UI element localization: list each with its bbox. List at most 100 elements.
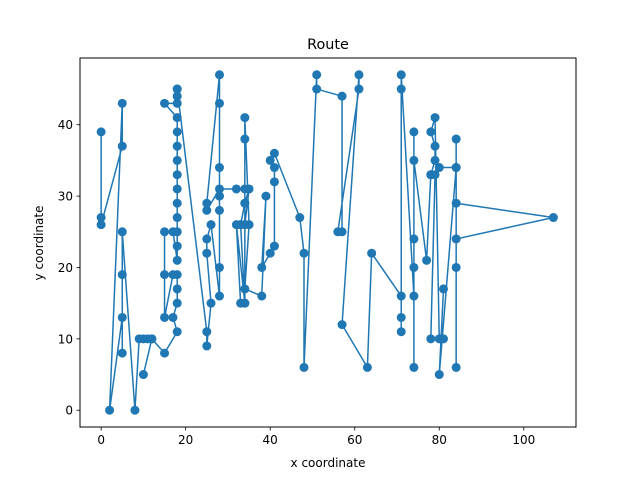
route-line bbox=[100, 74, 555, 411]
route-point bbox=[362, 362, 372, 372]
route-point bbox=[231, 184, 241, 194]
route-point bbox=[172, 113, 182, 123]
route-point bbox=[172, 91, 182, 101]
route-point bbox=[160, 227, 170, 237]
route-point bbox=[409, 127, 419, 137]
y-tick-label: 20 bbox=[58, 261, 73, 275]
route-point bbox=[240, 134, 250, 144]
route-point bbox=[172, 213, 182, 223]
route-point bbox=[409, 262, 419, 272]
route-point bbox=[244, 220, 254, 230]
route-point bbox=[430, 141, 440, 151]
route-point bbox=[206, 220, 216, 230]
route-point bbox=[434, 163, 444, 173]
axes: 0 20 40 60 80 100 0 10 20 30 40 bbox=[58, 118, 536, 447]
route-point bbox=[333, 227, 343, 237]
route-point bbox=[172, 227, 182, 237]
route-point bbox=[172, 155, 182, 165]
route-point bbox=[409, 291, 419, 301]
route-point bbox=[172, 170, 182, 180]
route-point bbox=[451, 234, 461, 244]
y-tick-label: 10 bbox=[58, 332, 73, 346]
route-point bbox=[231, 220, 241, 230]
route-point bbox=[422, 255, 432, 265]
route-point bbox=[138, 370, 148, 380]
route-point bbox=[214, 184, 224, 194]
route-point bbox=[168, 270, 178, 280]
route-point bbox=[160, 348, 170, 358]
x-tick-label: 20 bbox=[178, 433, 193, 447]
route-point bbox=[202, 198, 212, 208]
route-point bbox=[548, 213, 558, 223]
route-point bbox=[299, 248, 309, 258]
route-point bbox=[214, 70, 224, 80]
route-point bbox=[337, 320, 347, 330]
route-point bbox=[130, 405, 140, 415]
y-tick-label: 40 bbox=[58, 118, 73, 132]
route-point bbox=[117, 98, 127, 108]
route-point bbox=[117, 312, 127, 322]
route-point bbox=[451, 262, 461, 272]
route-point bbox=[295, 213, 305, 223]
route-point bbox=[438, 284, 448, 294]
x-tick-label: 80 bbox=[432, 433, 447, 447]
route-point bbox=[214, 163, 224, 173]
route-point bbox=[312, 84, 322, 94]
x-tick-label: 100 bbox=[512, 433, 535, 447]
route-point bbox=[240, 198, 250, 208]
route-point bbox=[168, 312, 178, 322]
route-point bbox=[202, 341, 212, 351]
route-point bbox=[172, 255, 182, 265]
route-point bbox=[257, 291, 267, 301]
route-point bbox=[265, 155, 275, 165]
plot-frame bbox=[79, 57, 577, 428]
route-point bbox=[269, 177, 279, 187]
route-point bbox=[434, 370, 444, 380]
route-point bbox=[312, 70, 322, 80]
chart-title: Route bbox=[307, 37, 349, 53]
route-point bbox=[409, 155, 419, 165]
route-point bbox=[202, 248, 212, 258]
route-point bbox=[244, 184, 254, 194]
route-point bbox=[396, 312, 406, 322]
route-point bbox=[172, 241, 182, 251]
route-point bbox=[430, 170, 440, 180]
route-point bbox=[367, 248, 377, 258]
route-point bbox=[160, 270, 170, 280]
route-point bbox=[172, 84, 182, 94]
route-point bbox=[172, 298, 182, 308]
route-point bbox=[117, 270, 127, 280]
y-axis-label: y coordinate bbox=[32, 206, 46, 281]
route-point bbox=[337, 91, 347, 101]
route-point bbox=[240, 284, 250, 294]
route-point bbox=[257, 262, 267, 272]
route-point bbox=[240, 113, 250, 123]
route-point bbox=[451, 134, 461, 144]
route-point bbox=[261, 191, 271, 201]
route-point bbox=[426, 127, 436, 137]
route-point bbox=[430, 113, 440, 123]
route-point bbox=[147, 334, 157, 344]
x-axis-label: x coordinate bbox=[291, 456, 366, 470]
route-point bbox=[396, 70, 406, 80]
route-point bbox=[299, 362, 309, 372]
x-tick-label: 0 bbox=[97, 433, 105, 447]
route-point bbox=[117, 141, 127, 151]
route-point bbox=[451, 163, 461, 173]
route-point bbox=[214, 98, 224, 108]
route-point bbox=[160, 98, 170, 108]
y-tick-label: 30 bbox=[58, 190, 73, 204]
route-point bbox=[451, 362, 461, 372]
route-point bbox=[354, 70, 364, 80]
route-point bbox=[240, 298, 250, 308]
route-point bbox=[96, 220, 106, 230]
route-point bbox=[265, 248, 275, 258]
route-point bbox=[160, 312, 170, 322]
route-point bbox=[202, 327, 212, 337]
route-point bbox=[117, 227, 127, 237]
route-point bbox=[172, 127, 182, 137]
route-point bbox=[354, 84, 364, 94]
route-point bbox=[172, 98, 182, 108]
route-point bbox=[438, 334, 448, 344]
